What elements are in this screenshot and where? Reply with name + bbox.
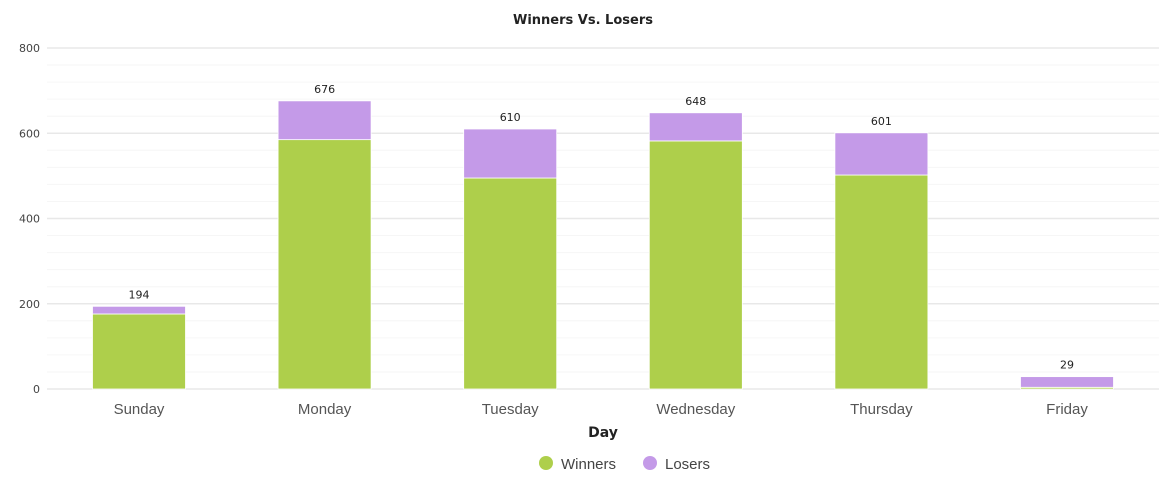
legend[interactable]: Winners Losers xyxy=(539,456,710,473)
x-tick-label: Wednesday xyxy=(656,401,735,418)
bar-losers-thursday[interactable] xyxy=(834,132,929,176)
data-label-total: 610 xyxy=(500,111,521,124)
legend-label-losers[interactable]: Losers xyxy=(665,456,710,473)
bar-losers-monday[interactable] xyxy=(277,100,372,141)
labels: 0 200 400 600 800 194 Sunday 676 Monday 610 Tuesda… xyxy=(19,42,1088,418)
bar-losers-friday[interactable] xyxy=(1020,376,1114,388)
x-tick-label: Thursday xyxy=(850,401,913,418)
y-tick-label: 200 xyxy=(19,298,40,311)
bar-losers-tuesday[interactable] xyxy=(463,128,558,179)
legend-label-winners[interactable]: Winners xyxy=(561,456,616,473)
grid-lines xyxy=(47,47,1159,390)
bar-winners-thursday[interactable] xyxy=(834,174,929,390)
y-tick-label: 400 xyxy=(19,213,40,226)
x-tick-label: Monday xyxy=(298,401,352,418)
y-tick-label: 800 xyxy=(19,42,40,55)
legend-marker-losers[interactable] xyxy=(643,456,657,470)
legend-marker-winners[interactable] xyxy=(539,456,553,470)
data-label-total: 29 xyxy=(1060,359,1074,372)
chart-title: Winners Vs. Losers xyxy=(513,13,653,28)
y-tick-label: 0 xyxy=(33,383,40,396)
bar-winners-tuesday[interactable] xyxy=(463,177,558,390)
bar-losers-wednesday[interactable] xyxy=(648,112,743,142)
x-tick-label: Friday xyxy=(1046,401,1088,418)
data-label-total: 676 xyxy=(314,83,335,96)
data-label-total: 194 xyxy=(129,288,150,301)
y-tick-label: 600 xyxy=(19,127,40,140)
x-axis-label: Day xyxy=(588,425,618,441)
bar-winners-monday[interactable] xyxy=(277,139,372,390)
bar-winners-wednesday[interactable] xyxy=(648,140,743,390)
bar-winners-sunday[interactable] xyxy=(92,313,186,390)
data-label-total: 648 xyxy=(685,95,706,108)
x-tick-label: Tuesday xyxy=(482,401,539,418)
bar-losers-sunday[interactable] xyxy=(92,305,186,315)
bars xyxy=(92,100,1114,390)
data-label-total: 601 xyxy=(871,115,892,128)
x-tick-label: Sunday xyxy=(114,401,165,418)
